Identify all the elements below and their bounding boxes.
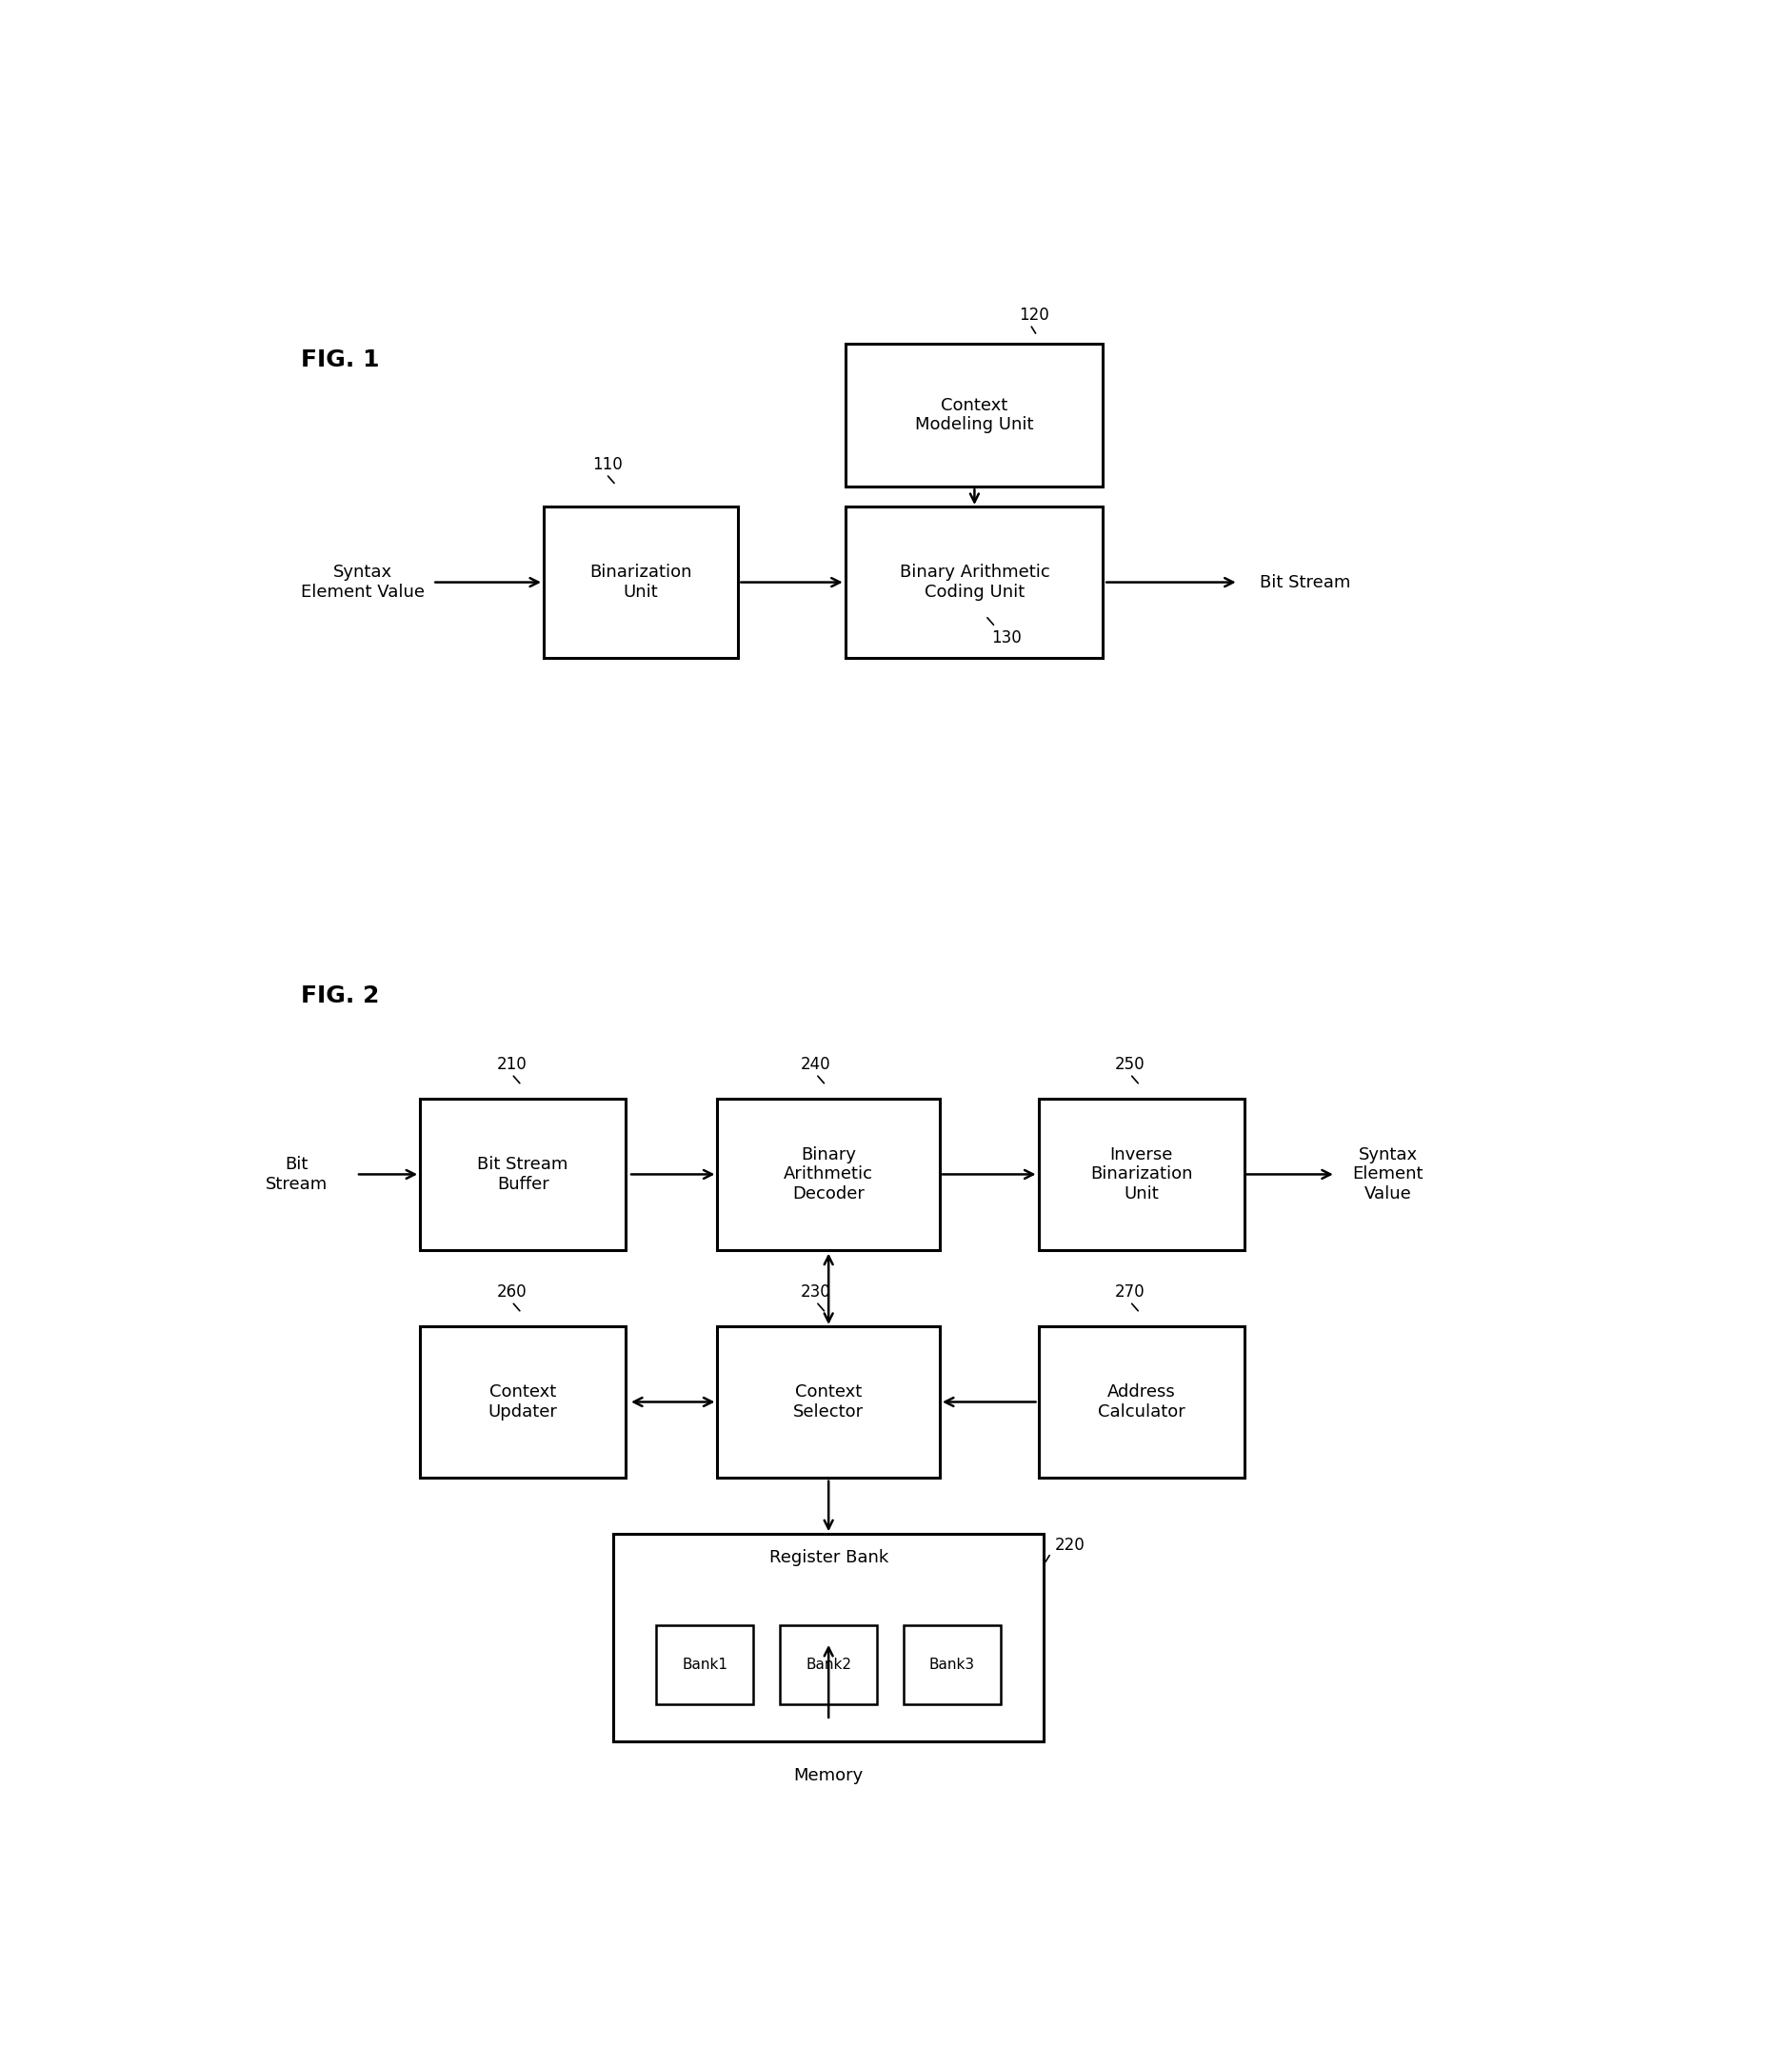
Bar: [1038, 1100, 1244, 1251]
Bar: [613, 1534, 1043, 1740]
Text: Binarization
Unit: Binarization Unit: [590, 564, 692, 601]
Text: FIG. 2: FIG. 2: [301, 984, 378, 1007]
Bar: [717, 1100, 939, 1251]
Text: Context
Modeling Unit: Context Modeling Unit: [914, 397, 1034, 434]
Text: FIG. 1: FIG. 1: [301, 347, 378, 370]
Text: Binary Arithmetic
Coding Unit: Binary Arithmetic Coding Unit: [900, 564, 1048, 601]
Text: Syntax
Element Value: Syntax Element Value: [301, 564, 425, 601]
Text: Address
Calculator: Address Calculator: [1097, 1383, 1185, 1420]
Text: 120: 120: [1018, 306, 1048, 322]
Text: 230: 230: [801, 1284, 830, 1300]
Text: 250: 250: [1115, 1056, 1145, 1073]
Text: Memory: Memory: [794, 1767, 864, 1784]
Text: Bit Stream: Bit Stream: [1258, 575, 1349, 591]
Bar: [846, 506, 1102, 657]
Text: Register Bank: Register Bank: [769, 1550, 887, 1567]
Bar: [846, 343, 1102, 488]
Bar: [419, 1100, 625, 1251]
Bar: [717, 1327, 939, 1478]
Bar: [543, 506, 738, 657]
Text: 210: 210: [496, 1056, 527, 1073]
Bar: [903, 1625, 1000, 1705]
Bar: [419, 1327, 625, 1478]
Bar: [656, 1625, 753, 1705]
Text: 110: 110: [591, 457, 622, 473]
Bar: [780, 1625, 876, 1705]
Text: 260: 260: [496, 1284, 527, 1300]
Text: Inverse
Binarization
Unit: Inverse Binarization Unit: [1090, 1145, 1192, 1203]
Text: Context
Selector: Context Selector: [792, 1383, 864, 1420]
Text: Bank1: Bank1: [681, 1658, 728, 1672]
Text: 220: 220: [1054, 1536, 1084, 1554]
Bar: [1038, 1327, 1244, 1478]
Text: Binary
Arithmetic
Decoder: Binary Arithmetic Decoder: [783, 1145, 873, 1203]
Text: Syntax
Element
Value: Syntax Element Value: [1351, 1145, 1423, 1203]
Text: 130: 130: [991, 630, 1021, 647]
Text: Bank2: Bank2: [805, 1658, 851, 1672]
Text: Context
Updater: Context Updater: [487, 1383, 557, 1420]
Text: Bank3: Bank3: [928, 1658, 975, 1672]
Text: 240: 240: [801, 1056, 830, 1073]
Text: Bit
Stream: Bit Stream: [265, 1155, 328, 1193]
Text: 270: 270: [1115, 1284, 1145, 1300]
Text: Bit Stream
Buffer: Bit Stream Buffer: [477, 1155, 568, 1193]
